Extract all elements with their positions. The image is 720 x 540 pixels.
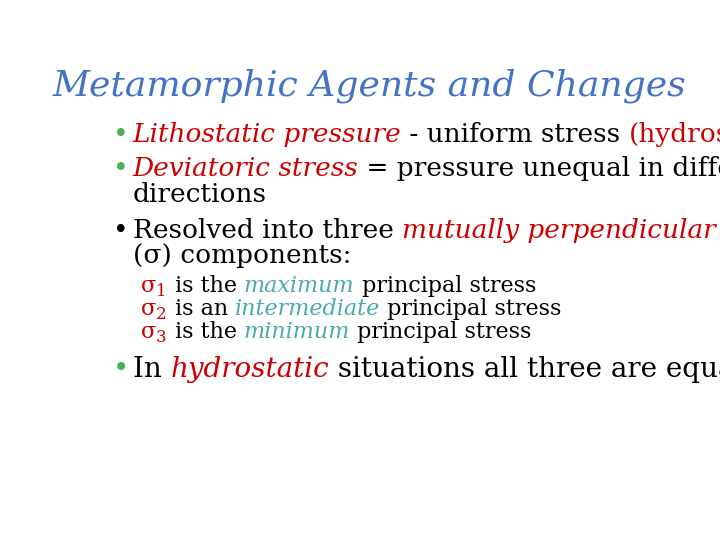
Text: σ: σ xyxy=(140,321,156,343)
Text: principal stress: principal stress xyxy=(354,275,536,297)
Text: Deviatoric stress: Deviatoric stress xyxy=(132,157,359,181)
Text: 3: 3 xyxy=(156,329,166,346)
Text: intermediate: intermediate xyxy=(235,298,380,320)
Text: principal stress: principal stress xyxy=(351,321,531,343)
Text: σ: σ xyxy=(140,298,156,320)
Text: directions: directions xyxy=(132,182,266,207)
Text: - uniform stress: - uniform stress xyxy=(401,122,629,147)
Text: = pressure unequal in different: = pressure unequal in different xyxy=(359,157,720,181)
Text: is an: is an xyxy=(168,298,235,320)
Text: •: • xyxy=(113,356,130,383)
Text: Lithostatic pressure: Lithostatic pressure xyxy=(132,122,401,147)
Text: (σ) components:: (σ) components: xyxy=(132,244,351,268)
Text: (hydrostatic): (hydrostatic) xyxy=(629,122,720,147)
Text: In: In xyxy=(132,356,170,383)
Text: 2: 2 xyxy=(156,306,166,323)
Text: •: • xyxy=(113,218,129,243)
Text: 1: 1 xyxy=(156,283,166,300)
Text: Resolved into three: Resolved into three xyxy=(132,218,402,243)
Text: situations all three are equal: situations all three are equal xyxy=(329,356,720,383)
Text: σ: σ xyxy=(140,275,156,297)
Text: maximum: maximum xyxy=(244,275,354,297)
Text: Metamorphic Agents and Changes: Metamorphic Agents and Changes xyxy=(52,69,686,103)
Text: •: • xyxy=(113,122,129,147)
Text: stress: stress xyxy=(716,218,720,243)
Text: minimum: minimum xyxy=(244,321,351,343)
Text: is the: is the xyxy=(168,275,244,297)
Text: mutually perpendicular: mutually perpendicular xyxy=(402,218,716,243)
Text: principal stress: principal stress xyxy=(380,298,562,320)
Text: is the: is the xyxy=(168,321,244,343)
Text: hydrostatic: hydrostatic xyxy=(170,356,329,383)
Text: •: • xyxy=(113,157,129,181)
